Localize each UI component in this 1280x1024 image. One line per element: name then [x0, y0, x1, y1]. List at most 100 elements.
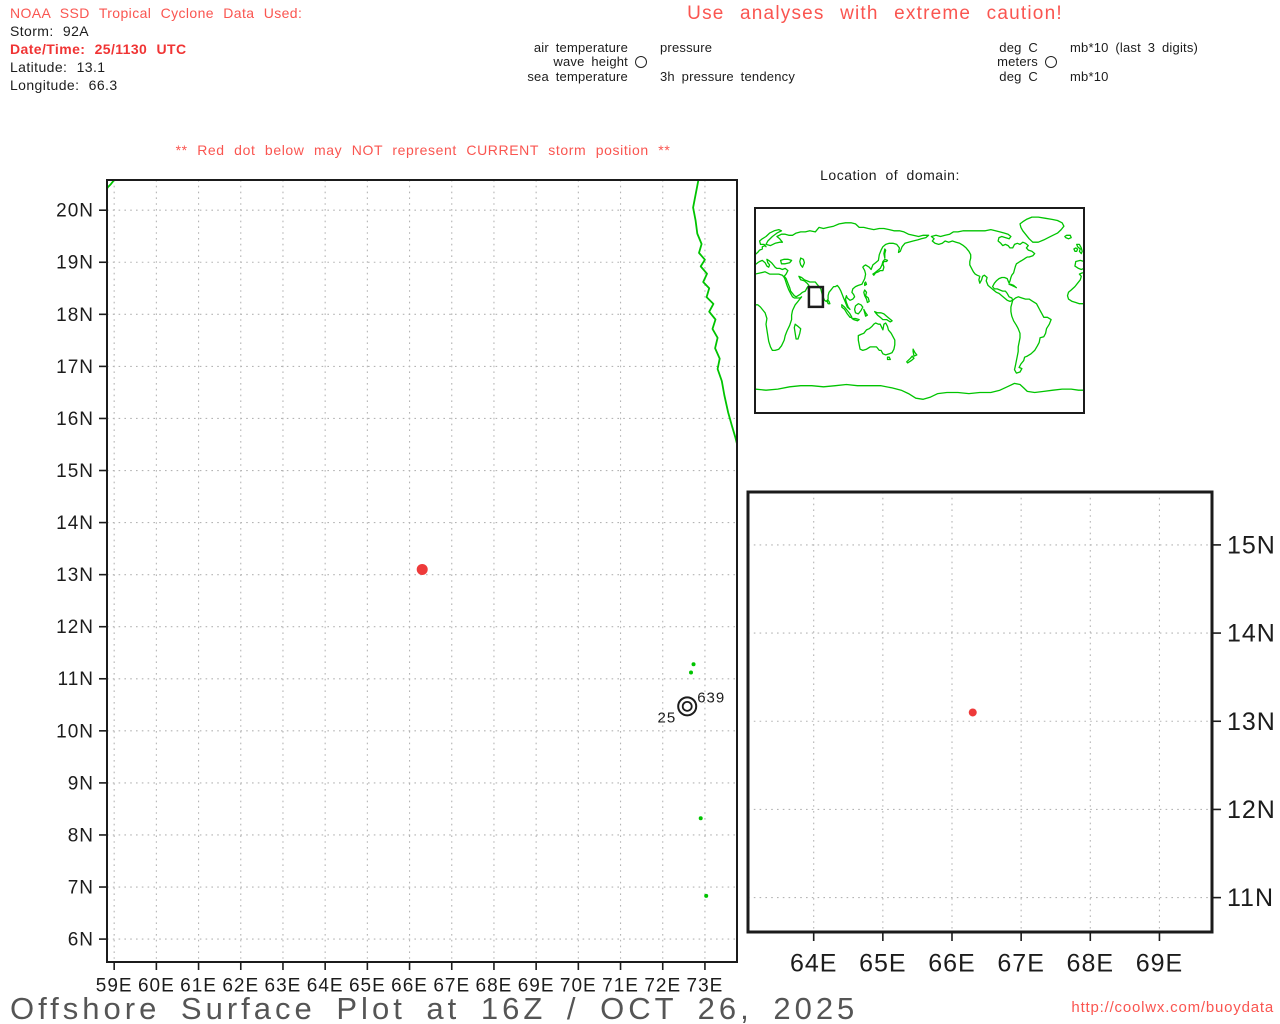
coastline	[883, 248, 887, 259]
coastline	[799, 257, 806, 268]
coastline	[874, 310, 893, 323]
lon-tick-label: 66E	[391, 976, 428, 997]
lat-tick-label: 15N	[56, 461, 94, 482]
lon-tick-label: 60E	[138, 976, 175, 997]
plot-title: Offshore Surface Plot at 16Z / OCT 26, 2…	[10, 991, 859, 1024]
station-circle-icon	[635, 55, 647, 68]
station-plot: 25 639	[658, 689, 725, 726]
coastline	[1010, 296, 1052, 374]
caution-headline: Use analyses with extreme caution!	[687, 3, 1063, 24]
legend-wave-height: wave height	[553, 53, 628, 69]
coastline	[930, 228, 1036, 303]
lat-tick-label: 6N	[68, 930, 94, 951]
island-mark	[704, 893, 709, 898]
plot-frame	[746, 490, 1214, 934]
source-url: http://coolwx.com/buoydata	[1071, 999, 1274, 1016]
coastline	[1073, 247, 1079, 252]
storm-info-storm: Storm: 92A	[10, 23, 90, 39]
station-sea-temperature: 25	[658, 709, 677, 726]
lat-tick-label: 12N	[1227, 796, 1276, 824]
legend-sea-temperature: sea temperature	[527, 69, 628, 84]
coastline	[1008, 283, 1018, 289]
island-mark	[691, 662, 696, 667]
lat-tick-label: 17N	[56, 357, 94, 378]
coastline	[826, 299, 831, 305]
lon-tick-label: 68E	[1067, 950, 1114, 978]
storm-info-source: NOAA SSD Tropical Cyclone Data Used:	[10, 5, 303, 21]
coastline	[756, 382, 1083, 400]
legend-unit-degc-top: deg C	[999, 40, 1038, 55]
main-plot: 6N 7N 8N 9N 10N 11N 12N 13N 14N 15N 16N 17N 18N 19N 20…	[56, 179, 738, 997]
lon-tick-label: 65E	[859, 950, 906, 978]
lon-tick-label: 66E	[928, 950, 975, 978]
lat-tick-label: 13N	[56, 565, 94, 586]
lat-tick-label: 19N	[56, 253, 94, 274]
storm-position-warning: ** Red dot below may NOT represent CURRE…	[175, 142, 671, 158]
lon-tick-label: 68E	[476, 976, 513, 997]
coastline	[1076, 243, 1083, 255]
lon-tick-label: 65E	[349, 976, 386, 997]
lon-tick-label: 62E	[222, 976, 259, 997]
legend-unit-mb10-bottom: mb*10	[1070, 69, 1109, 84]
coastline	[857, 322, 896, 356]
legend-unit-meters: meters	[997, 53, 1038, 69]
coastline	[1064, 234, 1072, 240]
lat-tick-label: 20N	[56, 201, 94, 222]
station-inner-circle-icon	[681, 700, 693, 712]
legend-unit-degc-bottom: deg C	[999, 69, 1038, 84]
lon-tick-label: 71E	[602, 976, 639, 997]
lat-tick-label: 11N	[1227, 884, 1274, 912]
storm-info-longitude: Longitude: 66.3	[10, 77, 118, 93]
station-pressure: 639	[697, 689, 725, 706]
coastline	[779, 258, 793, 265]
lon-tick-label: 61E	[180, 976, 217, 997]
coastline	[851, 317, 860, 322]
inset-map-title: Location of domain:	[820, 167, 960, 183]
coastline	[863, 289, 870, 304]
inset-frame	[754, 207, 1085, 414]
legend-unit-mb10-top: mb*10 (last 3 digits)	[1070, 40, 1199, 55]
island-mark	[698, 816, 703, 821]
station-model-legend-units: deg C mb*10 (last 3 digits) meters deg C…	[988, 41, 1198, 84]
coastline	[863, 308, 869, 317]
coastline	[756, 271, 803, 352]
lon-tick-label: 69E	[518, 976, 555, 997]
storm-info-block: NOAA SSD Tropical Cyclone Data Used: Sto…	[10, 4, 302, 94]
lon-tick-label: 67E	[997, 950, 1044, 978]
coastline	[793, 323, 802, 340]
coastline	[108, 181, 115, 189]
coastline	[864, 281, 868, 287]
lat-tick-label: 18N	[56, 305, 94, 326]
lon-tick-label: 73E	[687, 976, 724, 997]
lon-tick-label: 70E	[560, 976, 597, 997]
lon-tick-label: 67E	[433, 976, 470, 997]
lat-tick-label: 7N	[68, 877, 94, 898]
lon-tick-label: 64E	[307, 976, 344, 997]
station-outer-circle-icon	[677, 696, 698, 717]
lat-tick-label: 9N	[68, 773, 94, 794]
zoom-plot: 11N 12N 13N 14N 15N 64E 65E 66E 67E 68E 69E	[746, 490, 1276, 978]
plot-frame	[106, 179, 738, 963]
storm-info-datetime: Date/Time: 25/1130 UTC	[10, 41, 187, 57]
lon-tick-label: 59E	[96, 976, 133, 997]
coastline	[1019, 216, 1065, 243]
legend-pressure-tendency: 3h pressure tendency	[660, 69, 796, 84]
lon-tick-label: 72E	[644, 976, 681, 997]
storm-info-latitude: Latitude: 13.1	[10, 59, 106, 75]
lat-tick-label: 14N	[1227, 620, 1276, 648]
lat-tick-label: 16N	[56, 409, 94, 430]
lat-tick-label: 13N	[1227, 708, 1276, 736]
lat-tick-label: 10N	[56, 721, 94, 742]
legend-pressure: pressure	[660, 40, 713, 55]
coastline	[756, 222, 930, 311]
storm-position-dot	[416, 563, 428, 575]
storm-position-dot	[968, 708, 977, 717]
lat-tick-label: 15N	[1227, 531, 1276, 559]
legend-air-temperature: air temperature	[533, 40, 628, 55]
lat-tick-label: 11N	[58, 669, 94, 690]
coastline	[872, 258, 889, 276]
coastline	[853, 303, 864, 315]
station-model-legend-labels: air temperature pressure wave height sea…	[520, 41, 795, 84]
